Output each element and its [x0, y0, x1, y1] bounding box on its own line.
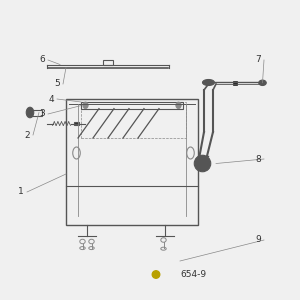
Bar [66, 99, 198, 225]
Ellipse shape [83, 102, 88, 109]
Text: 7: 7 [255, 56, 261, 64]
Ellipse shape [259, 80, 266, 86]
Text: 3: 3 [39, 110, 45, 118]
Bar [232, 81, 237, 85]
Bar [103, 60, 112, 64]
Bar [30, 110, 42, 116]
Ellipse shape [176, 102, 181, 109]
Text: 9: 9 [255, 236, 261, 244]
Text: 4: 4 [48, 94, 54, 103]
Text: 8: 8 [255, 154, 261, 164]
Text: 2: 2 [24, 130, 30, 140]
Text: 654-9: 654-9 [180, 270, 206, 279]
Bar [74, 122, 79, 125]
Ellipse shape [194, 155, 211, 172]
Ellipse shape [152, 271, 160, 278]
Ellipse shape [202, 80, 214, 85]
Bar [81, 102, 186, 138]
Text: 6: 6 [39, 56, 45, 64]
Text: 5: 5 [54, 80, 60, 88]
Ellipse shape [26, 107, 34, 118]
Bar [81, 102, 183, 109]
Text: 1: 1 [18, 188, 24, 196]
